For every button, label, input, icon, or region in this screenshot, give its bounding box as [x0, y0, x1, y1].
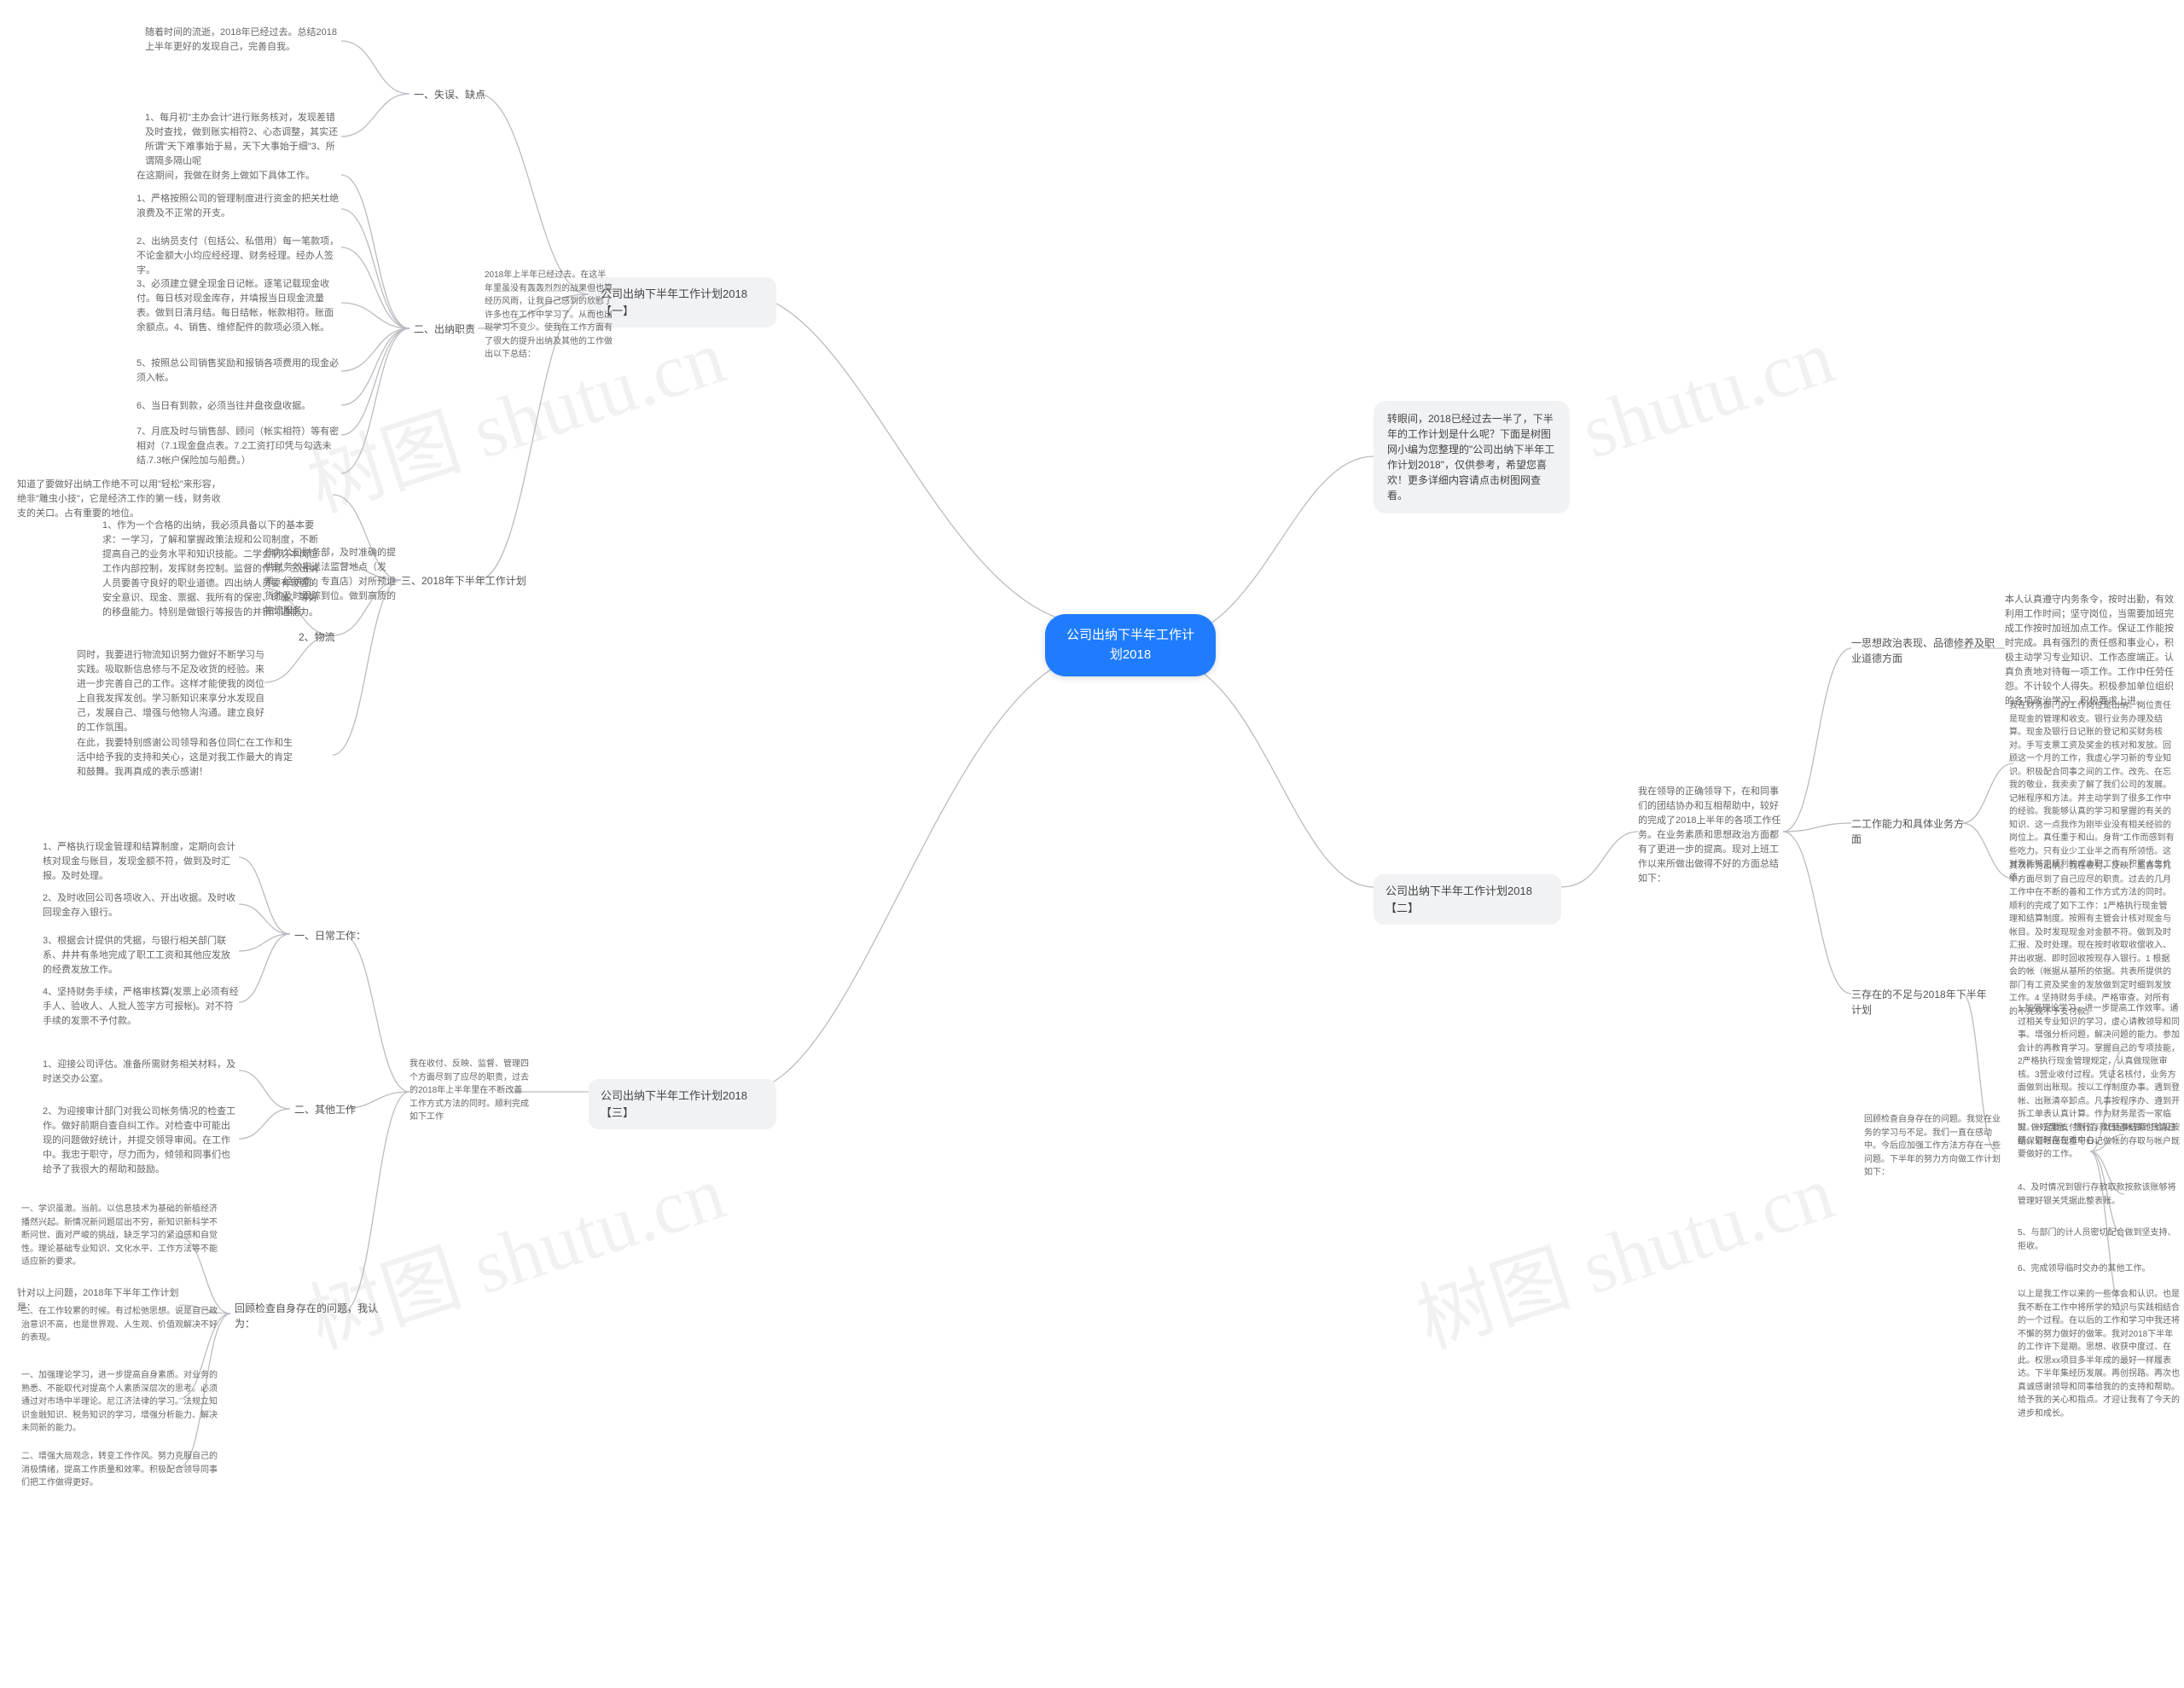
s1-b-leaf-2: 3、必须建立健全现金日记帐。逐笔记载现金收付。每日核对现金库存，并填报当日现金流… — [136, 277, 341, 335]
s1-b-leaf-0: 1、严格按照公司的管理制度进行资金的把关杜绝浪费及不正常的开支。 — [136, 192, 341, 221]
s3-g2-leaf-0: 1、迎接公司评估。准备所需财务相关材料，及时送交办公室。 — [43, 1058, 239, 1087]
s3-g3-leaf-1: 二、在工作较累的时候。有过松弛思想。说是自己政治意识不高，也是世界观、人生观、价… — [21, 1305, 218, 1345]
watermark: 树图 shutu.cn — [292, 1130, 735, 1369]
center-node: 公司出纳下半年工作计划2018 — [1045, 614, 1216, 676]
s2-i1-label: 一思想政治表现、品德修养及职业道德方面 — [1851, 635, 1996, 666]
s1-b-leaf-5: 7、月底及时与销售部、顾问（帐实相符）等有密相对（7.1现金盘点表。7.2工资打… — [136, 425, 341, 468]
s1-c-intro-d: 在此，我要特别感谢公司领导和各位同仁在工作和生活中给予我的支持和关心，这是对我工… — [77, 736, 299, 780]
s1-c-leaf-1: 2、物流 — [299, 629, 335, 645]
s1-c-intro-a: 知道了要做好出纳工作绝不可以用"轻松"来形容，绝非"雕虫小技"，它是经济工作的第… — [17, 478, 222, 521]
s2-i3-leaf-2: 4、及时情况到银行存款取款按款该账够将管理好银关凭据此整表账。 — [2018, 1181, 2180, 1208]
s1-branch-c: 三、2018年下半年工作计划 — [401, 573, 526, 589]
section-2: 公司出纳下半年工作计划2018【二】 — [1374, 874, 1561, 925]
s3-g3-label: 回顾检查自身存在的问题，我认为： — [235, 1301, 380, 1331]
s1-branch-a: 一、失误、缺点 — [414, 87, 485, 102]
s2-head: 我在领导的正确领导下，在和同事们的团结协办和互相帮助中，较好的完成了2018上半… — [1638, 785, 1783, 886]
s3-g3-leaf-3: 二、增强大局观念，转变工作作风。努力克服自己的消极情绪，提高工作质量和效率。积极… — [21, 1450, 218, 1490]
s3-g2-label: 二、其他工作 — [294, 1102, 356, 1117]
s3-g1-leaf-0: 1、严格执行现金管理和结算制度，定期向会计核对现金与账目，发现金额不符，做到及时… — [43, 840, 239, 884]
s3-g2-leaf-1: 2、为迎接审计部门对我公司帐务情况的检查工作。做好前期自查自纠工作。对检查中可能… — [43, 1105, 239, 1177]
s1-a-intro: 随着时间的流逝，2018年已经过去。总结2018上半年更好的发现自己，完善自我。 — [145, 26, 341, 55]
s1-c-intro-b: 作为公司财务部，及时准确的提供财务效率送法监督地点（发票、经销商、专直店）对所预… — [264, 546, 401, 618]
s2-i2-label: 二工作能力和具体业务方面 — [1851, 816, 1971, 847]
s1-b-leaf-3: 5、按照总公司销售奖励和报销各项费用的现金必须入帐。 — [136, 357, 341, 386]
s3-g1-leaf-3: 4、坚持财务手续，严格审核算(发票上必须有经手人、验收人、人批人签字方可报帐)。… — [43, 985, 239, 1029]
s2-i1-text: 本人认真遵守内务条令，按时出勤，有效利用工作时间；坚守岗位，当需要加班完成工作按… — [2005, 593, 2175, 709]
s1-b-intro-top: 在这期间，我做在财务上做如下具体工作。 — [136, 169, 315, 183]
s1-a-leaf: 1、每月初"主办会计"进行账务核对，发现差错及时查找，做到账实相符2、心态调整，… — [145, 111, 341, 169]
section-3: 公司出纳下半年工作计划2018【三】 — [589, 1079, 776, 1129]
s3-g1-leaf-1: 2、及时收回公司各项收入、开出收据。及时收回现金存入银行。 — [43, 891, 239, 920]
s3-head: 我在收付、反映、监督、管理四个方面尽到了应尽的职责，过去的2018年上半年里在不… — [410, 1058, 529, 1124]
s2-i3-intro: 回顾检查自身存在的问题。我觉在业务的学习与不足。我们一直在感动中。今后应加强工作… — [1864, 1113, 2001, 1180]
s2-i3-footer: 以上是我工作以来的一些体会和认识。也是我不断在工作中将所学的知识与实践相结合的一… — [2018, 1288, 2180, 1420]
s3-g3-leaf-2: 一、加强理论学习，进一步提高自身素质。对业务的熟悉、不能取代对提高个人素质深层次… — [21, 1369, 218, 1436]
s2-i3-leaf-4: 6、完成领导临时交办的其他工作。 — [2018, 1262, 2151, 1276]
s1-branch-b: 二、出纳职责 — [414, 322, 475, 337]
watermark: 树图 shutu.cn — [1401, 1130, 1844, 1369]
s2-i3-leaf-3: 5、与部门的计人员密切配合做到坚支持、拒收。 — [2018, 1227, 2180, 1253]
s2-i3-label: 三存在的不足与2018年下半年计划 — [1851, 987, 1996, 1018]
s1-b-intro-bottom: 2018年上半年已经过去。在这半年里虽没有轰轰烈烈的战果但也算经历风雨，让我自己… — [485, 269, 613, 362]
s3-g1-label: 一、日常工作： — [294, 928, 366, 943]
intro-node: 转眼间，2018已经过去一半了，下半年的工作计划是什么呢？下面是树图网小编为您整… — [1374, 401, 1570, 513]
s3-g1-leaf-2: 3、根据会计提供的凭据，与银行相关部门联系、井井有条地完成了职工工资和其他应发放… — [43, 934, 239, 977]
section-1: 公司出纳下半年工作计划2018【一】 — [589, 277, 776, 328]
s2-i2-text-a: 我在财务部门的工作岗位是出纳。岗位责任是现金的管理和收支。银行业务办理及结算。现… — [2009, 699, 2175, 885]
s3-g3-leaf-0: 一、学识虽澈。当前。以信息技术为基础的新植经济播然兴起。新情况新问题层出不穷，新… — [21, 1203, 218, 1269]
s1-c-intro-c: 同时，我要进行物流知识努力做好不断学习与实践。吸取新信息修与不足及收货的经验。来… — [77, 648, 273, 735]
s1-b-leaf-4: 6、当日有到款，必须当往并盘夜盘收据。 — [136, 399, 311, 414]
s2-i2-text-b: 其次作为出纳。我在收付、反映、监督等几个方面尽到了自己应尽的职责。过去的几月工作… — [2009, 860, 2175, 1018]
s2-i3-leaf-1: 3、做好盘金、银行存款日记帐做到日清日结保证帐出现金与日记做帐的存取与帐户既要做… — [2018, 1122, 2180, 1162]
s1-b-leaf-1: 2、出纳员支付（包括公、私借用）每一笔款项，不论金额大小均应经经理、财务经理。经… — [136, 235, 341, 278]
